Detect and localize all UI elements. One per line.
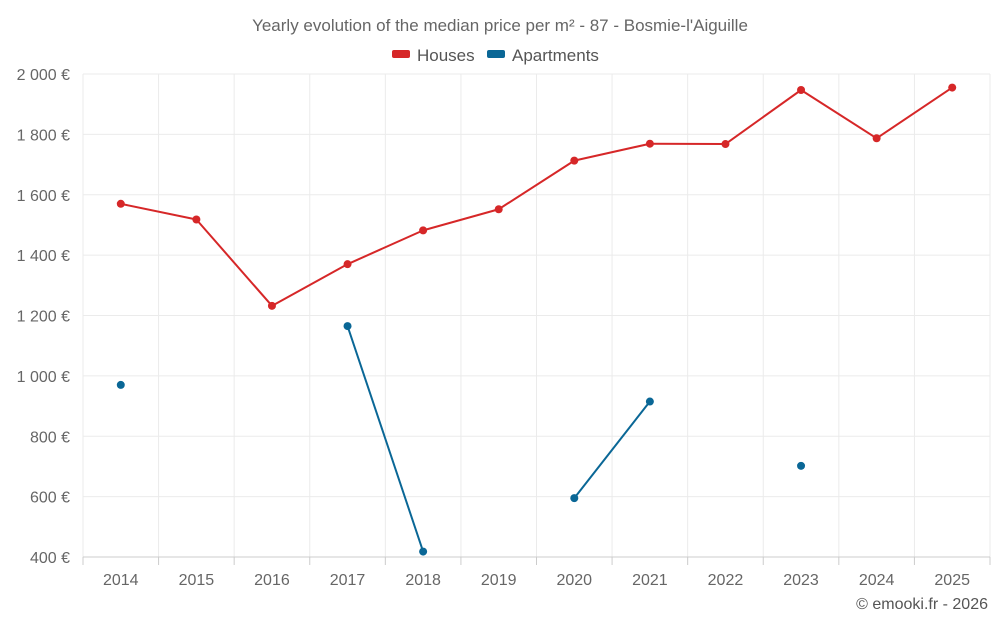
y-tick-label: 1 800 €	[17, 127, 70, 144]
series-line-segment	[119, 202, 198, 221]
y-tick-label: 1 000 €	[17, 369, 70, 386]
data-point-houses-2019	[494, 205, 503, 214]
data-point-houses-2014	[116, 199, 125, 208]
legend-swatch-houses	[392, 50, 410, 58]
data-point-houses-2018	[419, 226, 428, 235]
data-point-houses-2025	[948, 83, 957, 92]
y-tick-label: 600 €	[30, 490, 70, 507]
data-point-houses-2022	[721, 140, 730, 149]
series-line-segment	[724, 88, 803, 146]
data-point-houses-2023	[797, 85, 806, 94]
x-tick-label: 2024	[859, 572, 895, 589]
data-point-apartments-2017	[343, 322, 352, 331]
chart-title: Yearly evolution of the median price per…	[252, 16, 748, 35]
series-line-segment	[422, 208, 500, 232]
series-houses	[116, 83, 957, 310]
data-point-apartments-2018	[419, 547, 428, 556]
y-tick-label: 1 600 €	[17, 188, 70, 205]
series-line-segment	[497, 159, 576, 211]
data-point-apartments-2021	[645, 397, 654, 406]
y-axis-ticks: 400 € 600 € 800 € 1 000 € 1 200 € 1 400 € 1 60…	[17, 67, 70, 567]
legend-label-houses: Houses	[417, 46, 475, 65]
x-axis-ticks: 2014 2015 2016 2017 2018 2019 2020 2021 2022 2023…	[103, 572, 970, 589]
data-point-houses-2024	[872, 134, 881, 143]
x-tick-label: 2016	[254, 572, 290, 589]
data-point-houses-2017	[343, 260, 352, 269]
x-tick-label: 2022	[708, 572, 744, 589]
data-point-houses-2016	[267, 301, 276, 310]
x-tick-label: 2015	[179, 572, 215, 589]
x-tick-label: 2020	[556, 572, 592, 589]
y-tick-label: 1 200 €	[17, 309, 70, 326]
legend-swatch-apartments	[487, 50, 505, 58]
series-line-segment	[346, 229, 425, 266]
credit-text: © emooki.fr - 2026	[856, 596, 988, 613]
grid	[82, 73, 991, 565]
data-point-apartments-2014	[116, 380, 125, 389]
x-tick-label: 2025	[934, 572, 970, 589]
series-line-segment	[800, 88, 878, 140]
series-line-segment	[346, 325, 425, 553]
x-tick-label: 2019	[481, 572, 517, 589]
x-tick-label: 2017	[330, 572, 366, 589]
x-tick-label: 2023	[783, 572, 819, 589]
series	[116, 83, 957, 556]
legend-label-apartments: Apartments	[512, 46, 599, 65]
y-tick-label: 800 €	[30, 429, 70, 446]
series-line-segment	[875, 86, 954, 140]
series-apartments	[116, 322, 806, 556]
data-point-apartments-2023	[797, 461, 806, 470]
data-point-houses-2020	[570, 156, 579, 165]
data-point-houses-2021	[645, 139, 654, 148]
y-tick-label: 1 400 €	[17, 248, 70, 265]
data-point-apartments-2020	[570, 494, 579, 503]
legend: Houses Apartments	[392, 46, 599, 65]
x-tick-label: 2018	[405, 572, 441, 589]
x-tick-label: 2021	[632, 572, 668, 589]
series-line-segment	[270, 263, 349, 307]
series-line-segment	[573, 400, 651, 500]
series-line-segment	[573, 142, 651, 162]
data-point-houses-2015	[192, 215, 201, 224]
series-line-segment	[195, 218, 273, 307]
y-tick-label: 2 000 €	[17, 67, 70, 84]
y-tick-label: 400 €	[30, 550, 70, 567]
x-tick-label: 2014	[103, 572, 139, 589]
